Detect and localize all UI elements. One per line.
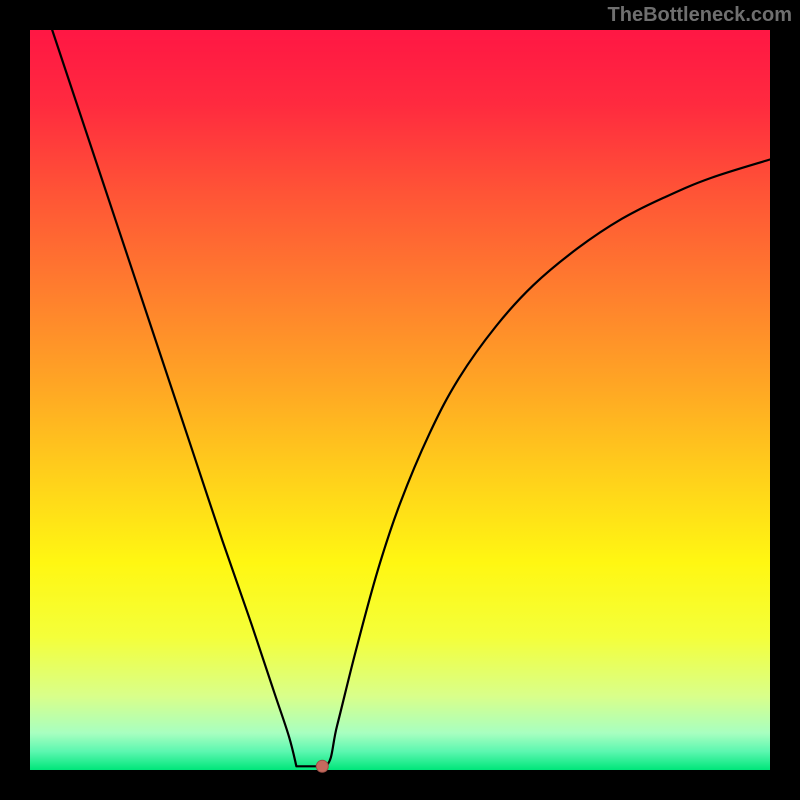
chart-canvas xyxy=(0,0,800,800)
bottleneck-chart: TheBottleneck.com xyxy=(0,0,800,800)
plot-background xyxy=(30,30,770,770)
optimum-marker xyxy=(316,760,328,772)
